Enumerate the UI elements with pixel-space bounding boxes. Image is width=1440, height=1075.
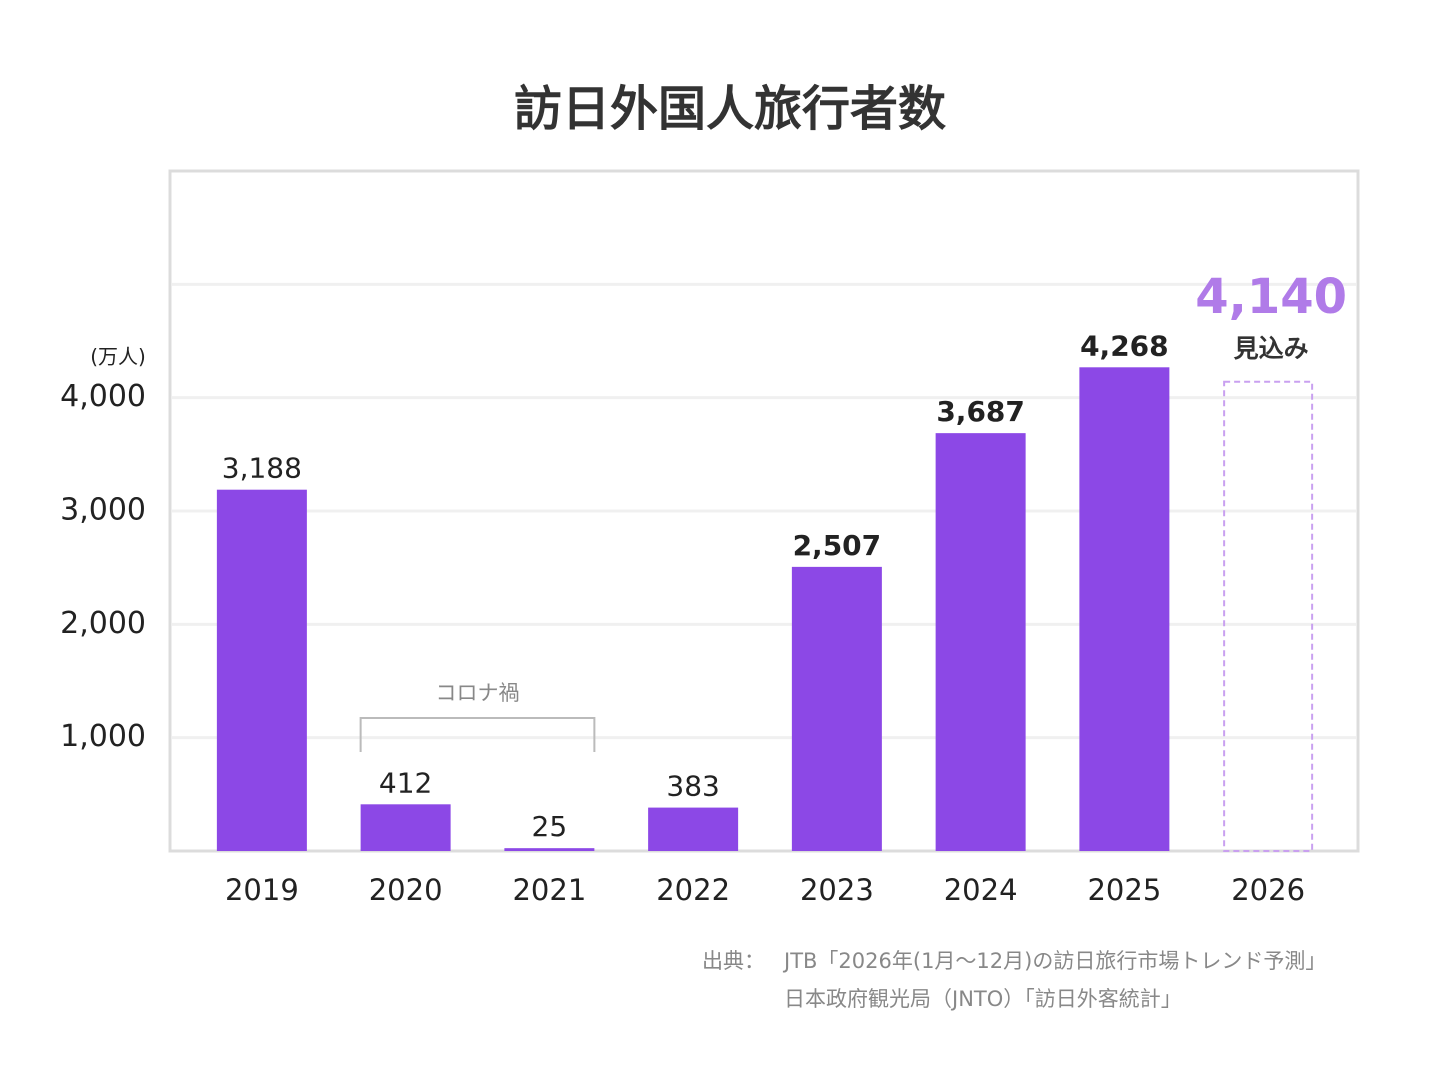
x-tick-label: 2020 <box>369 873 443 907</box>
x-tick-label: 2023 <box>800 873 874 907</box>
value-label: 4,268 <box>1080 329 1169 362</box>
x-tick-label: 2025 <box>1087 873 1161 907</box>
value-label: 3,687 <box>936 395 1025 428</box>
value-label: 25 <box>532 810 568 843</box>
annotation-text: コロナ禍 <box>436 681 520 705</box>
y-unit: (万人) <box>90 345 146 369</box>
annotation-bracket <box>359 717 596 752</box>
x-tick-label: 2026 <box>1231 873 1305 907</box>
source-line: 日本政府観光局（JNTO）「訪日外客統計」 <box>784 987 1182 1011</box>
source-prefix: 出典： <box>702 949 765 973</box>
y-tick-label: 1,000 <box>60 719 146 754</box>
forecast-value-label: 4,140 <box>1195 269 1347 325</box>
x-tick-label: 2019 <box>225 873 299 907</box>
value-label: 412 <box>379 766 432 799</box>
y-tick-label: 3,000 <box>60 493 146 528</box>
forecast-bar <box>1223 380 1314 852</box>
y-tick-label: 2,000 <box>60 606 146 641</box>
x-tick-label: 2022 <box>656 873 730 907</box>
source-line: JTB「2026年(1月～12月)の訪日旅行市場トレンド予測」 <box>782 949 1326 973</box>
value-label: 3,188 <box>222 452 302 485</box>
bar <box>1079 367 1170 851</box>
x-tick-label: 2024 <box>944 873 1018 907</box>
bar <box>216 489 307 851</box>
forecast-label: 見込み <box>1234 334 1309 363</box>
plot-frame <box>168 169 1360 853</box>
value-label: 2,507 <box>793 529 882 562</box>
bar <box>791 566 882 851</box>
x-tick-label: 2021 <box>512 873 586 907</box>
bar <box>935 433 1026 851</box>
bar <box>504 848 595 851</box>
chart-title: 訪日外国人旅行者数 <box>514 81 946 137</box>
y-tick-label: 4,000 <box>60 379 146 414</box>
bar <box>360 804 451 851</box>
value-label: 383 <box>666 770 719 803</box>
bar <box>648 807 739 851</box>
